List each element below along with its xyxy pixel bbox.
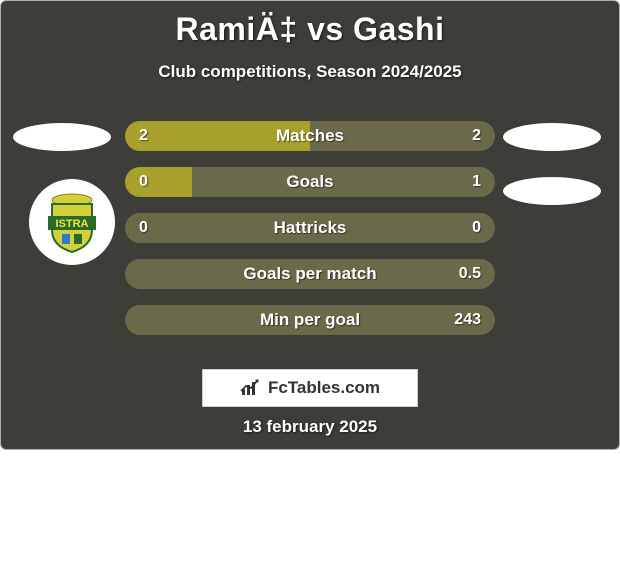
stat-row: 0Goals1 [125, 167, 495, 197]
stat-label: Goals [125, 172, 495, 192]
bars-icon [240, 379, 262, 397]
subtitle: Club competitions, Season 2024/2025 [1, 62, 619, 82]
stat-row: 2Matches2 [125, 121, 495, 151]
source-logo-text: FcTables.com [268, 378, 380, 398]
stat-label: Hattricks [125, 218, 495, 238]
comparison-card: RamiÄ‡ vs Gashi Club competitions, Seaso… [0, 0, 620, 450]
stat-row: Goals per match0.5 [125, 259, 495, 289]
page-title: RamiÄ‡ vs Gashi [1, 1, 619, 48]
stat-label: Goals per match [125, 264, 495, 284]
date-text: 13 february 2025 [1, 417, 619, 437]
stat-label: Min per goal [125, 310, 495, 330]
source-logo-box: FcTables.com [202, 369, 418, 407]
stat-row: Min per goal243 [125, 305, 495, 335]
stat-label: Matches [125, 126, 495, 146]
stat-row: 0Hattricks0 [125, 213, 495, 243]
stat-rows: 2Matches2 0Goals1 0Hattricks0 Goals per mat… [1, 121, 619, 351]
